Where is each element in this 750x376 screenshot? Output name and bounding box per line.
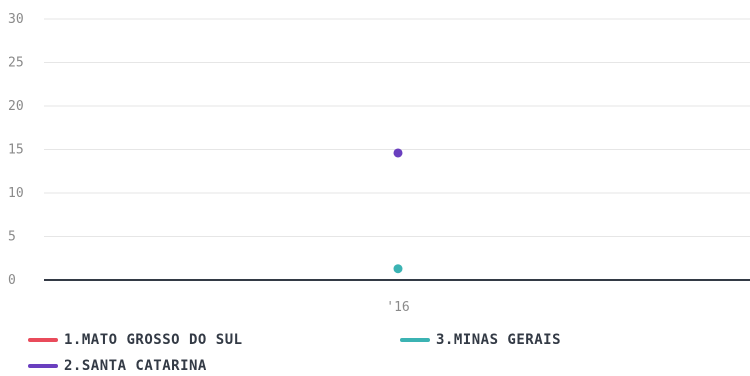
y-tick-label: 25 [8, 56, 24, 71]
legend-label: 3.MINAS GERAIS [436, 332, 562, 348]
y-axis-ticks: 0 5 10 15 20 25 30 [8, 12, 24, 288]
legend-label: 1.MATO GROSSO DO SUL [64, 332, 243, 348]
x-tick-label: '16 [386, 300, 409, 315]
y-tick-label: 0 [8, 273, 16, 288]
x-axis-ticks: '16 [386, 300, 409, 315]
data-points [393, 148, 403, 274]
legend-item-mato-grosso-do-sul[interactable]: 1.MATO GROSSO DO SUL [28, 332, 243, 348]
data-point[interactable] [393, 148, 403, 158]
y-tick-label: 5 [8, 230, 16, 245]
data-point[interactable] [393, 264, 403, 274]
chart-area: 0 5 10 15 20 25 30 '16 [8, 12, 750, 315]
y-tick-label: 20 [8, 99, 24, 114]
grid-lines [44, 18, 750, 281]
legend-swatch [400, 338, 430, 342]
legend-item-santa-catarina[interactable]: 2.SANTA CATARINA [28, 358, 207, 374]
y-tick-label: 30 [8, 12, 24, 27]
legend-item-minas-gerais[interactable]: 3.MINAS GERAIS [400, 332, 561, 348]
y-tick-label: 10 [8, 186, 24, 201]
legend-swatch [28, 364, 58, 368]
legend-label: 2.SANTA CATARINA [64, 358, 207, 374]
legend-swatch [28, 338, 58, 342]
y-tick-label: 15 [8, 143, 24, 158]
